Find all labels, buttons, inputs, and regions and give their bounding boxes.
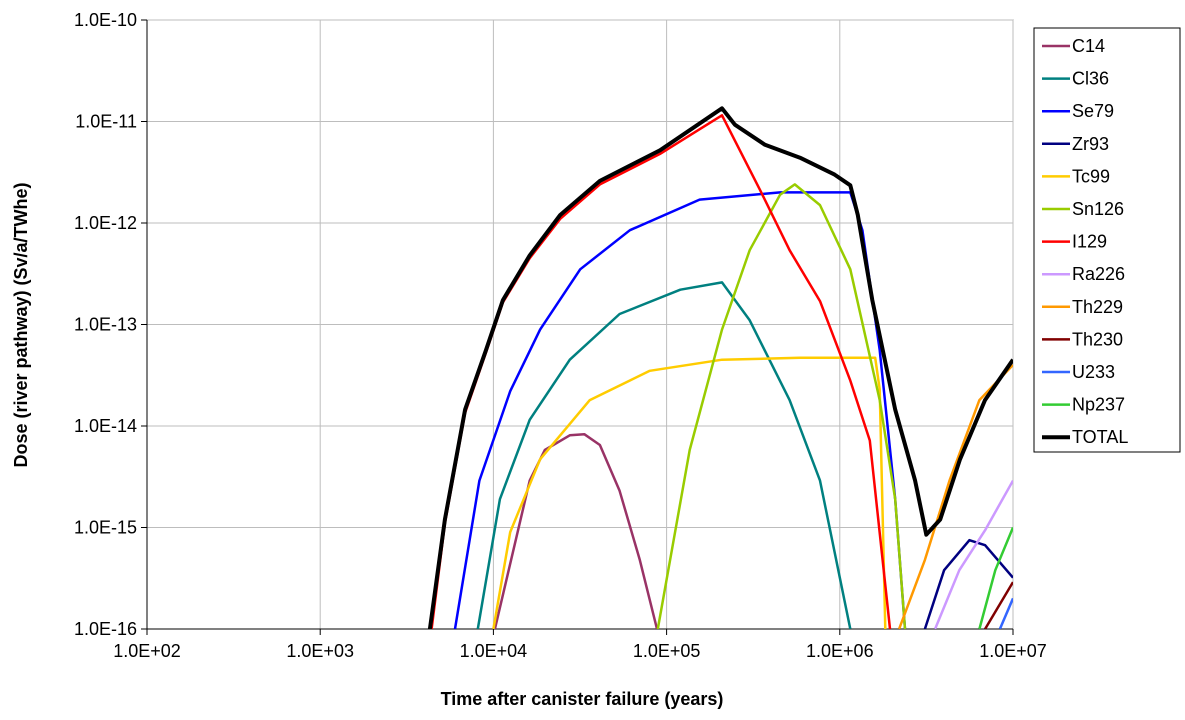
legend-label: U233 (1072, 362, 1115, 382)
y-axis-label: Dose (river pathway) (Sv/a/TWhe) (11, 182, 31, 467)
series-line (978, 527, 1013, 629)
series-line (998, 597, 1013, 629)
legend-label: Np237 (1072, 395, 1125, 415)
y-tick-label: 1.0E-16 (74, 619, 137, 639)
x-tick-label: 1.0E+07 (979, 641, 1047, 661)
series-group (427, 106, 1013, 629)
legend-label: C14 (1072, 36, 1105, 56)
legend-label: Tc99 (1072, 166, 1110, 186)
y-tick-label: 1.0E-10 (74, 10, 137, 30)
legend-label: Sn126 (1072, 199, 1124, 219)
series-line (897, 364, 1013, 629)
series-line (476, 281, 852, 629)
y-tick-label: 1.0E-12 (74, 213, 137, 233)
series-line (984, 581, 1013, 629)
x-tick-label: 1.0E+03 (286, 641, 354, 661)
legend-label: I129 (1072, 232, 1107, 252)
legend (1033, 27, 1181, 453)
x-tick-label: 1.0E+06 (806, 641, 874, 661)
series-line (492, 356, 887, 629)
legend-label: Th230 (1072, 329, 1123, 349)
series-line (427, 106, 1013, 629)
legend-label: Zr93 (1072, 134, 1109, 154)
x-axis-label: Time after canister failure (years) (441, 689, 724, 709)
x-tick-label: 1.0E+05 (633, 641, 701, 661)
legend-label: Se79 (1072, 101, 1114, 121)
series-line (453, 191, 907, 629)
legend-label: Ra226 (1072, 264, 1125, 284)
legend-label: Th229 (1072, 297, 1123, 317)
y-tick-label: 1.0E-11 (75, 112, 137, 132)
y-tick-label: 1.0E-15 (74, 518, 137, 538)
y-tick-label: 1.0E-13 (74, 315, 137, 335)
series-line (923, 538, 1013, 629)
legend-label: Cl36 (1072, 69, 1109, 89)
legend-label: TOTAL (1072, 427, 1128, 447)
x-tick-label: 1.0E+02 (113, 641, 181, 661)
y-tick-label: 1.0E-14 (74, 416, 137, 436)
x-tick-label: 1.0E+04 (460, 641, 528, 661)
series-line (656, 183, 907, 629)
series-line (933, 479, 1013, 629)
